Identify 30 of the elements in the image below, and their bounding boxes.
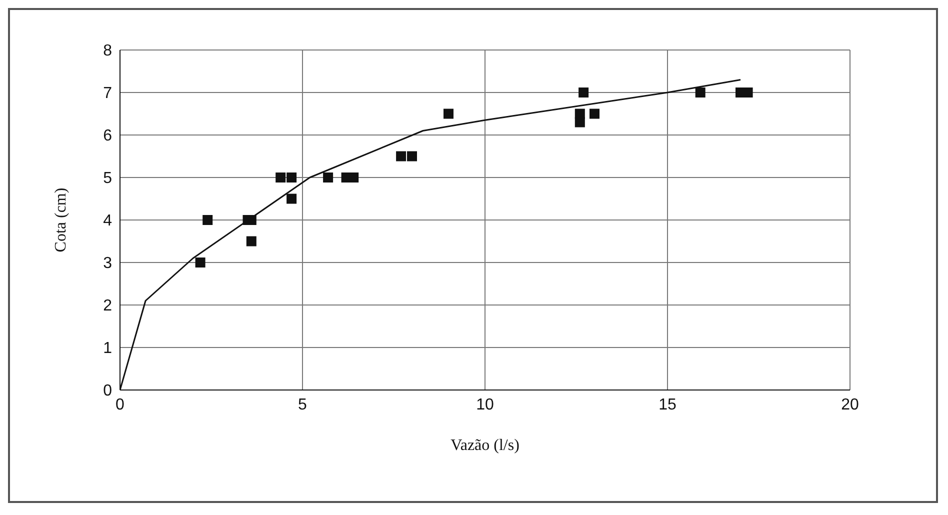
y-axis-title: Cota (cm): [52, 188, 70, 252]
point: [286, 194, 297, 204]
x-tick-label: 20: [841, 396, 859, 414]
y-tick-label: 3: [103, 255, 112, 272]
x-tick-label: 5: [298, 396, 308, 414]
x-axis-title: Vazão (l/s): [450, 437, 520, 454]
point: [246, 236, 256, 246]
point: [202, 215, 213, 225]
point: [574, 108, 585, 119]
point: [590, 108, 600, 119]
point: [276, 172, 286, 182]
x-tick-label: 15: [658, 396, 676, 414]
x-tick-label: 0: [116, 396, 125, 414]
y-tick-label: 6: [103, 128, 112, 145]
y-tick-label: 2: [103, 298, 112, 315]
point: [396, 151, 406, 162]
y-tick-label: 5: [103, 170, 112, 188]
y-tick-label: 1: [103, 340, 112, 358]
point: [286, 172, 297, 182]
point: [195, 258, 206, 268]
y-tick-label: 7: [103, 85, 112, 102]
point: [578, 88, 589, 98]
y-tick-label: 4: [103, 212, 112, 230]
point: [407, 151, 417, 162]
point: [444, 108, 454, 119]
y-tick-label: 8: [103, 42, 112, 60]
x-tick-label: 10: [476, 396, 494, 414]
point: [323, 172, 334, 182]
y-tick-label: 0: [103, 382, 112, 400]
point: [695, 88, 706, 98]
